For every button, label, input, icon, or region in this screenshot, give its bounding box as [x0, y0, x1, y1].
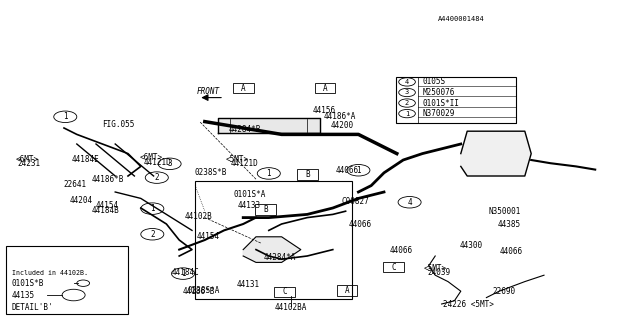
Text: 44154: 44154: [197, 232, 220, 241]
Text: 1: 1: [63, 112, 68, 121]
Bar: [396, 77, 516, 123]
Text: 3: 3: [405, 90, 409, 95]
Text: 22641: 22641: [63, 180, 86, 189]
Text: 44184B: 44184B: [92, 206, 119, 215]
Text: DETAIL'B': DETAIL'B': [12, 303, 53, 312]
Text: 44186*B: 44186*B: [182, 287, 215, 296]
Text: C00827: C00827: [342, 197, 369, 206]
Text: FIG.055: FIG.055: [102, 120, 135, 129]
Text: 44121D: 44121D: [144, 158, 172, 167]
Text: 22690: 22690: [493, 287, 516, 296]
Text: <5MT>: <5MT>: [226, 155, 249, 164]
Text: 3: 3: [167, 159, 172, 168]
Text: 44204: 44204: [70, 196, 93, 205]
Text: 44121D: 44121D: [230, 159, 258, 168]
Text: N370029: N370029: [422, 109, 455, 118]
Text: <6MT>: <6MT>: [140, 153, 163, 162]
Text: 44066: 44066: [336, 166, 359, 175]
Polygon shape: [243, 237, 301, 262]
Text: 44102BA: 44102BA: [275, 303, 307, 312]
Text: 44156: 44156: [312, 106, 335, 115]
Text: C: C: [282, 287, 287, 296]
Text: 0238S*A: 0238S*A: [187, 286, 220, 295]
Text: 44184E: 44184E: [72, 155, 99, 164]
Text: 2: 2: [405, 100, 409, 106]
Bar: [6, 246, 128, 314]
Text: 2: 2: [150, 230, 155, 239]
Text: 44186*A: 44186*A: [323, 112, 356, 121]
Text: 44135: 44135: [12, 291, 35, 300]
Text: A: A: [241, 84, 246, 92]
Text: 1: 1: [405, 111, 409, 116]
Text: 44184C: 44184C: [172, 268, 199, 277]
Text: 44186*B: 44186*B: [92, 175, 124, 184]
Text: 44066: 44066: [390, 246, 413, 255]
Text: 44300: 44300: [460, 241, 483, 250]
Text: Included in 44102B.: Included in 44102B.: [12, 270, 88, 276]
Text: N350001: N350001: [489, 207, 522, 216]
Text: 1: 1: [356, 166, 361, 175]
Polygon shape: [461, 131, 531, 176]
Bar: [195, 181, 352, 299]
Text: A: A: [344, 286, 349, 295]
Text: 0101S*B: 0101S*B: [12, 279, 44, 288]
Text: 44066: 44066: [349, 220, 372, 229]
Text: <6MT>: <6MT>: [16, 155, 39, 164]
Text: 1: 1: [266, 169, 271, 178]
Text: 0105S: 0105S: [422, 77, 445, 86]
Text: 44131: 44131: [237, 280, 260, 289]
Text: 1: 1: [150, 204, 155, 213]
Text: A4400001484: A4400001484: [437, 16, 484, 22]
Text: 44385: 44385: [498, 220, 521, 229]
Text: C: C: [391, 263, 396, 272]
Text: B: B: [305, 170, 310, 179]
Text: <5MT>: <5MT>: [424, 264, 447, 273]
Text: 4: 4: [407, 198, 412, 207]
Text: 44154: 44154: [95, 201, 118, 210]
Text: 44284*A: 44284*A: [264, 253, 296, 262]
Text: 0238S*B: 0238S*B: [195, 168, 227, 177]
Text: 24226 <5MT>: 24226 <5MT>: [443, 300, 493, 309]
Text: 44102B: 44102B: [184, 212, 212, 221]
Polygon shape: [218, 118, 320, 133]
Text: A: A: [323, 84, 328, 92]
Text: FRONT: FRONT: [196, 87, 220, 96]
Text: 24231: 24231: [18, 159, 41, 168]
Text: M250076: M250076: [422, 88, 455, 97]
Text: 44200: 44200: [330, 121, 353, 130]
Text: 44133: 44133: [238, 201, 261, 210]
Text: 44066: 44066: [499, 247, 522, 256]
Text: 1: 1: [180, 269, 186, 278]
Text: 0101S*A: 0101S*A: [234, 190, 266, 199]
Text: 24039: 24039: [428, 268, 451, 277]
Text: 0101S*II: 0101S*II: [422, 99, 460, 108]
Text: 2: 2: [154, 173, 159, 182]
Text: B: B: [263, 205, 268, 214]
Text: 44284*B: 44284*B: [229, 125, 262, 134]
Text: 4: 4: [405, 79, 409, 85]
